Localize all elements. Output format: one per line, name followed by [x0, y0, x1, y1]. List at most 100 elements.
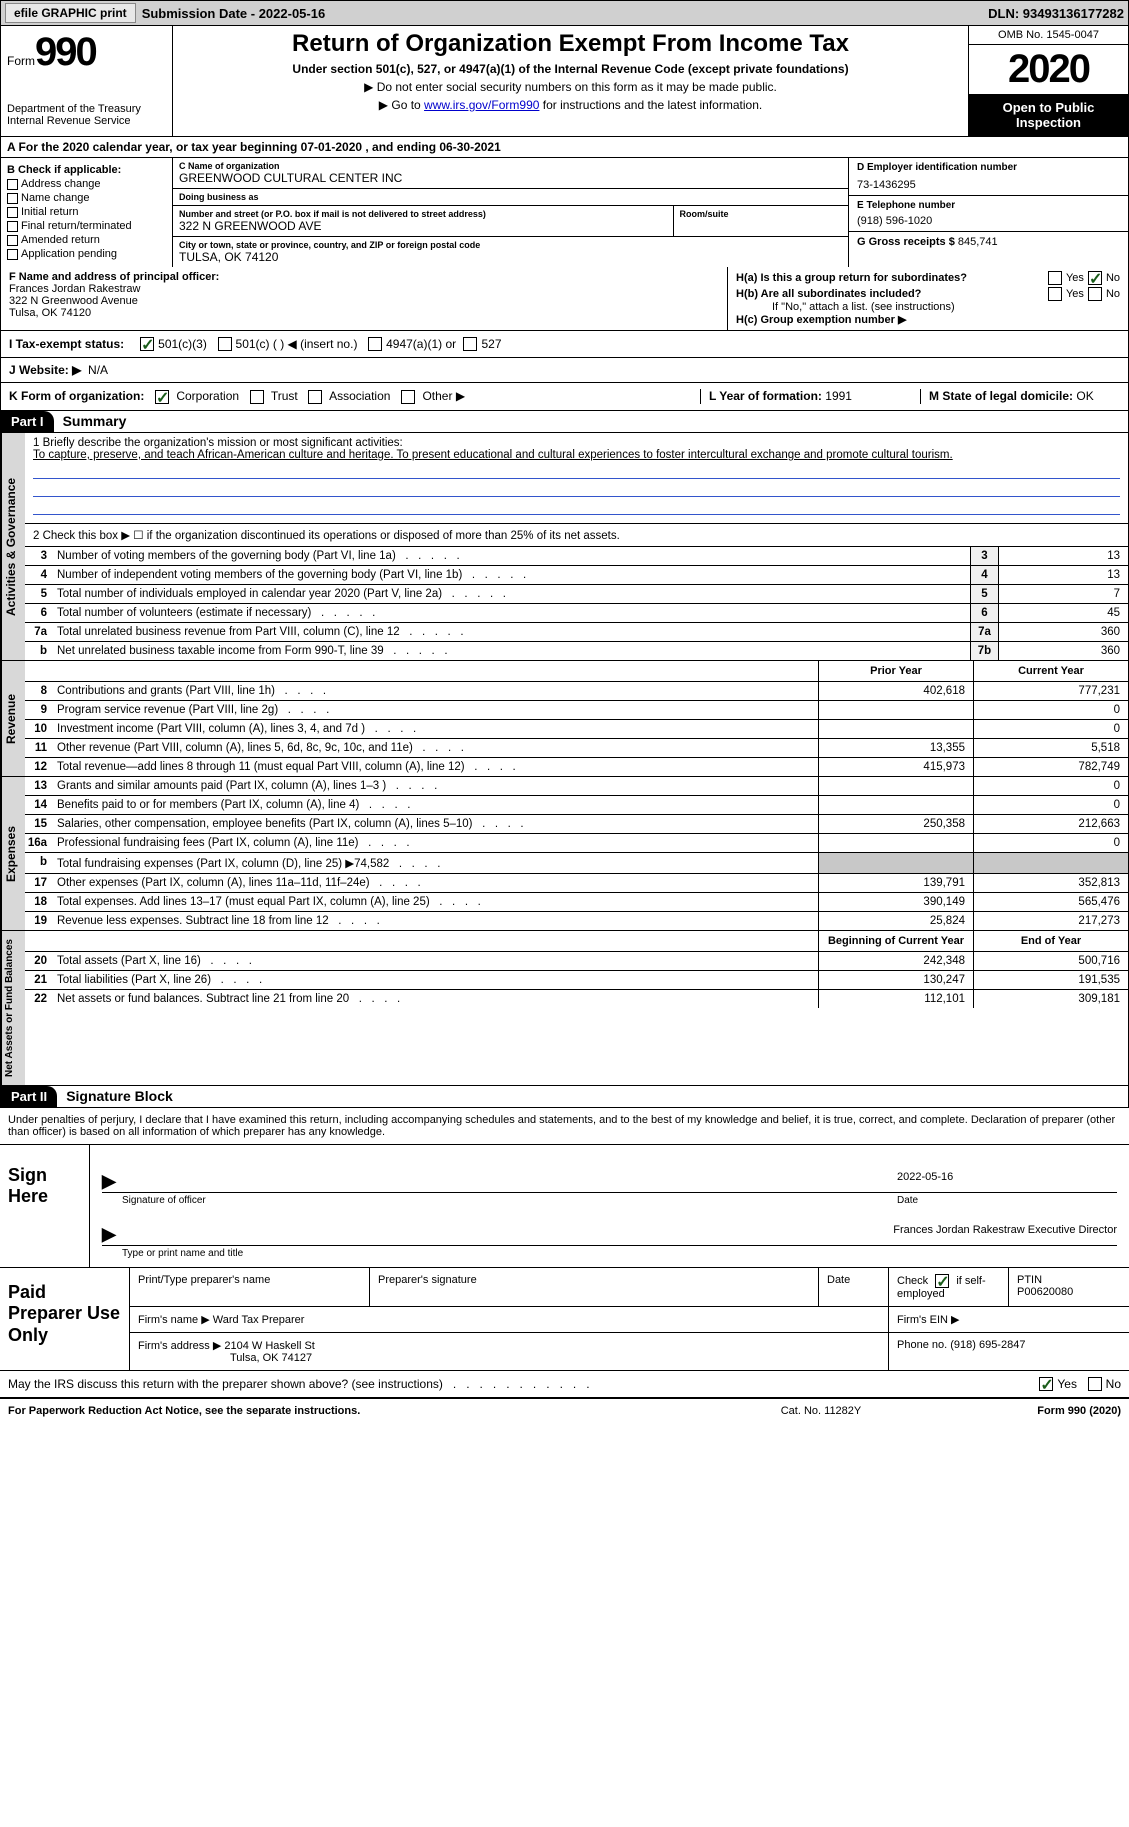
form-label: Form: [7, 54, 35, 68]
summary-line: 4Number of independent voting members of…: [25, 566, 1128, 585]
d-label: D Employer identification number: [857, 162, 1120, 173]
row-a-tax-year: A For the 2020 calendar year, or tax yea…: [0, 137, 1129, 158]
summary-line: 20Total assets (Part X, line 16) . . . .…: [25, 952, 1128, 971]
form990-link[interactable]: www.irs.gov/Form990: [424, 98, 539, 112]
paperwork-notice: For Paperwork Reduction Act Notice, see …: [8, 1405, 721, 1417]
ein: 73-1436295: [857, 173, 1120, 191]
summary-revenue: Revenue Prior YearCurrent Year 8Contribu…: [0, 661, 1129, 777]
hc-label: H(c) Group exemption number ▶: [736, 314, 906, 326]
prior-year-header: Prior Year: [818, 661, 973, 681]
officer-addr2: Tulsa, OK 74120: [9, 307, 91, 319]
row-i: I Tax-exempt status: 501(c)(3) 501(c) ( …: [0, 331, 1129, 358]
firm-ein-label: Firm's EIN ▶: [889, 1307, 1129, 1332]
officer-name: Frances Jordan Rakestraw: [9, 283, 140, 295]
c-city-label: City or town, state or province, country…: [179, 240, 842, 250]
l-label: L Year of formation:: [709, 389, 822, 403]
mission-label: 1 Briefly describe the organization's mi…: [33, 437, 1120, 449]
trust-checkbox[interactable]: [250, 390, 264, 404]
sig-caption-type: Type or print name and title: [102, 1248, 1117, 1259]
officer-addr1: 322 N Greenwood Avenue: [9, 295, 138, 307]
501c-label: 501(c) ( ) ◀ (insert no.): [236, 337, 358, 351]
open-inspection: Open to Public Inspection: [969, 94, 1128, 136]
org-city: TULSA, OK 74120: [179, 250, 842, 264]
col-b-checkbox[interactable]: [7, 221, 18, 232]
org-street: 322 N GREENWOOD AVE: [179, 219, 667, 233]
col-b-header: B Check if applicable:: [7, 164, 166, 176]
year-formation: 1991: [825, 389, 852, 403]
hb-no-checkbox[interactable]: [1088, 287, 1102, 301]
hb-yes-checkbox[interactable]: [1048, 287, 1062, 301]
e-label: E Telephone number: [857, 200, 1120, 211]
j-label: J Website: ▶: [9, 363, 81, 377]
hb-note: If "No," attach a list. (see instruction…: [736, 301, 1120, 313]
omb-number: OMB No. 1545-0047: [969, 26, 1128, 45]
summary-line: 6Total number of volunteers (estimate if…: [25, 604, 1128, 623]
part2-title: Signature Block: [60, 1088, 173, 1104]
527-checkbox[interactable]: [463, 337, 477, 351]
hb-label: H(b) Are all subordinates included?: [736, 288, 1044, 300]
row-j: J Website: ▶ N/A: [0, 358, 1129, 383]
col-b-item: Initial return: [7, 206, 166, 218]
current-year-header: Current Year: [973, 661, 1128, 681]
line-2: 2 Check this box ▶ ☐ if the organization…: [25, 524, 1128, 547]
other-checkbox[interactable]: [401, 390, 415, 404]
assoc-checkbox[interactable]: [308, 390, 322, 404]
self-employed-checkbox[interactable]: [935, 1274, 949, 1288]
submission-date: Submission Date - 2022-05-16: [142, 6, 326, 21]
part1-header: Part I: [1, 411, 54, 432]
501c-checkbox[interactable]: [218, 337, 232, 351]
firm-name: Ward Tax Preparer: [213, 1314, 305, 1326]
501c3-checkbox[interactable]: [140, 337, 154, 351]
f-label: F Name and address of principal officer:: [9, 271, 219, 283]
summary-line: 11Other revenue (Part VIII, column (A), …: [25, 739, 1128, 758]
ha-no-checkbox[interactable]: [1088, 271, 1102, 285]
summary-line: 18Total expenses. Add lines 13–17 (must …: [25, 893, 1128, 912]
col-b-checkbox[interactable]: [7, 207, 18, 218]
summary-line: 9Program service revenue (Part VIII, lin…: [25, 701, 1128, 720]
tax-year: 2020: [969, 45, 1128, 94]
col-b-checkbox[interactable]: [7, 179, 18, 190]
form-subtitle: Under section 501(c), 527, or 4947(a)(1)…: [181, 62, 960, 76]
col-b-checkbox[interactable]: [7, 235, 18, 246]
m-label: M State of legal domicile:: [929, 389, 1073, 403]
other-label: Other ▶: [422, 389, 465, 403]
department: Department of the Treasury Internal Reve…: [7, 103, 166, 127]
discuss-yes-checkbox[interactable]: [1039, 1377, 1053, 1391]
summary-line: bTotal fundraising expenses (Part IX, co…: [25, 853, 1128, 874]
g-label: G Gross receipts $: [857, 236, 955, 248]
dln: DLN: 93493136177282: [988, 6, 1124, 21]
527-label: 527: [481, 337, 501, 351]
discuss-text: May the IRS discuss this return with the…: [8, 1377, 1035, 1391]
discuss-no-checkbox[interactable]: [1088, 1377, 1102, 1391]
firm-addr2: Tulsa, OK 74127: [138, 1352, 312, 1364]
ptin: P00620080: [1017, 1286, 1121, 1298]
form-number: 990: [35, 30, 96, 74]
mission-text: To capture, preserve, and teach African-…: [33, 449, 1120, 461]
summary-line: 15Salaries, other compensation, employee…: [25, 815, 1128, 834]
col-b-item: Name change: [7, 192, 166, 204]
ptin-label: PTIN: [1017, 1274, 1121, 1286]
summary-line: 5Total number of individuals employed in…: [25, 585, 1128, 604]
4947-checkbox[interactable]: [368, 337, 382, 351]
col-b-checkbox[interactable]: [7, 249, 18, 260]
entity-info: B Check if applicable: Address change Nam…: [0, 158, 1129, 267]
c-name-label: C Name of organization: [179, 161, 842, 171]
officer-printed-name: Frances Jordan Rakestraw Executive Direc…: [893, 1224, 1117, 1245]
summary-line: 14Benefits paid to or for members (Part …: [25, 796, 1128, 815]
summary-line: 12Total revenue—add lines 8 through 11 (…: [25, 758, 1128, 776]
col-b-item: Address change: [7, 178, 166, 190]
ha-yes-checkbox[interactable]: [1048, 271, 1062, 285]
summary-line: 8Contributions and grants (Part VIII, li…: [25, 682, 1128, 701]
org-name: GREENWOOD CULTURAL CENTER INC: [179, 171, 842, 185]
side-expenses: Expenses: [1, 777, 25, 930]
k-label: K Form of organization:: [9, 389, 144, 403]
signature-intro: Under penalties of perjury, I declare th…: [0, 1108, 1129, 1145]
paid-preparer-block: Paid Preparer Use Only Print/Type prepar…: [0, 1268, 1129, 1371]
col-b-item: Amended return: [7, 234, 166, 246]
corp-checkbox[interactable]: [155, 390, 169, 404]
efile-button[interactable]: efile GRAPHIC print: [5, 3, 136, 23]
col-b-checkbox[interactable]: [7, 193, 18, 204]
end-year-header: End of Year: [973, 931, 1128, 951]
sign-date: 2022-05-16: [897, 1171, 1117, 1192]
form-title: Return of Organization Exempt From Incom…: [181, 30, 960, 58]
